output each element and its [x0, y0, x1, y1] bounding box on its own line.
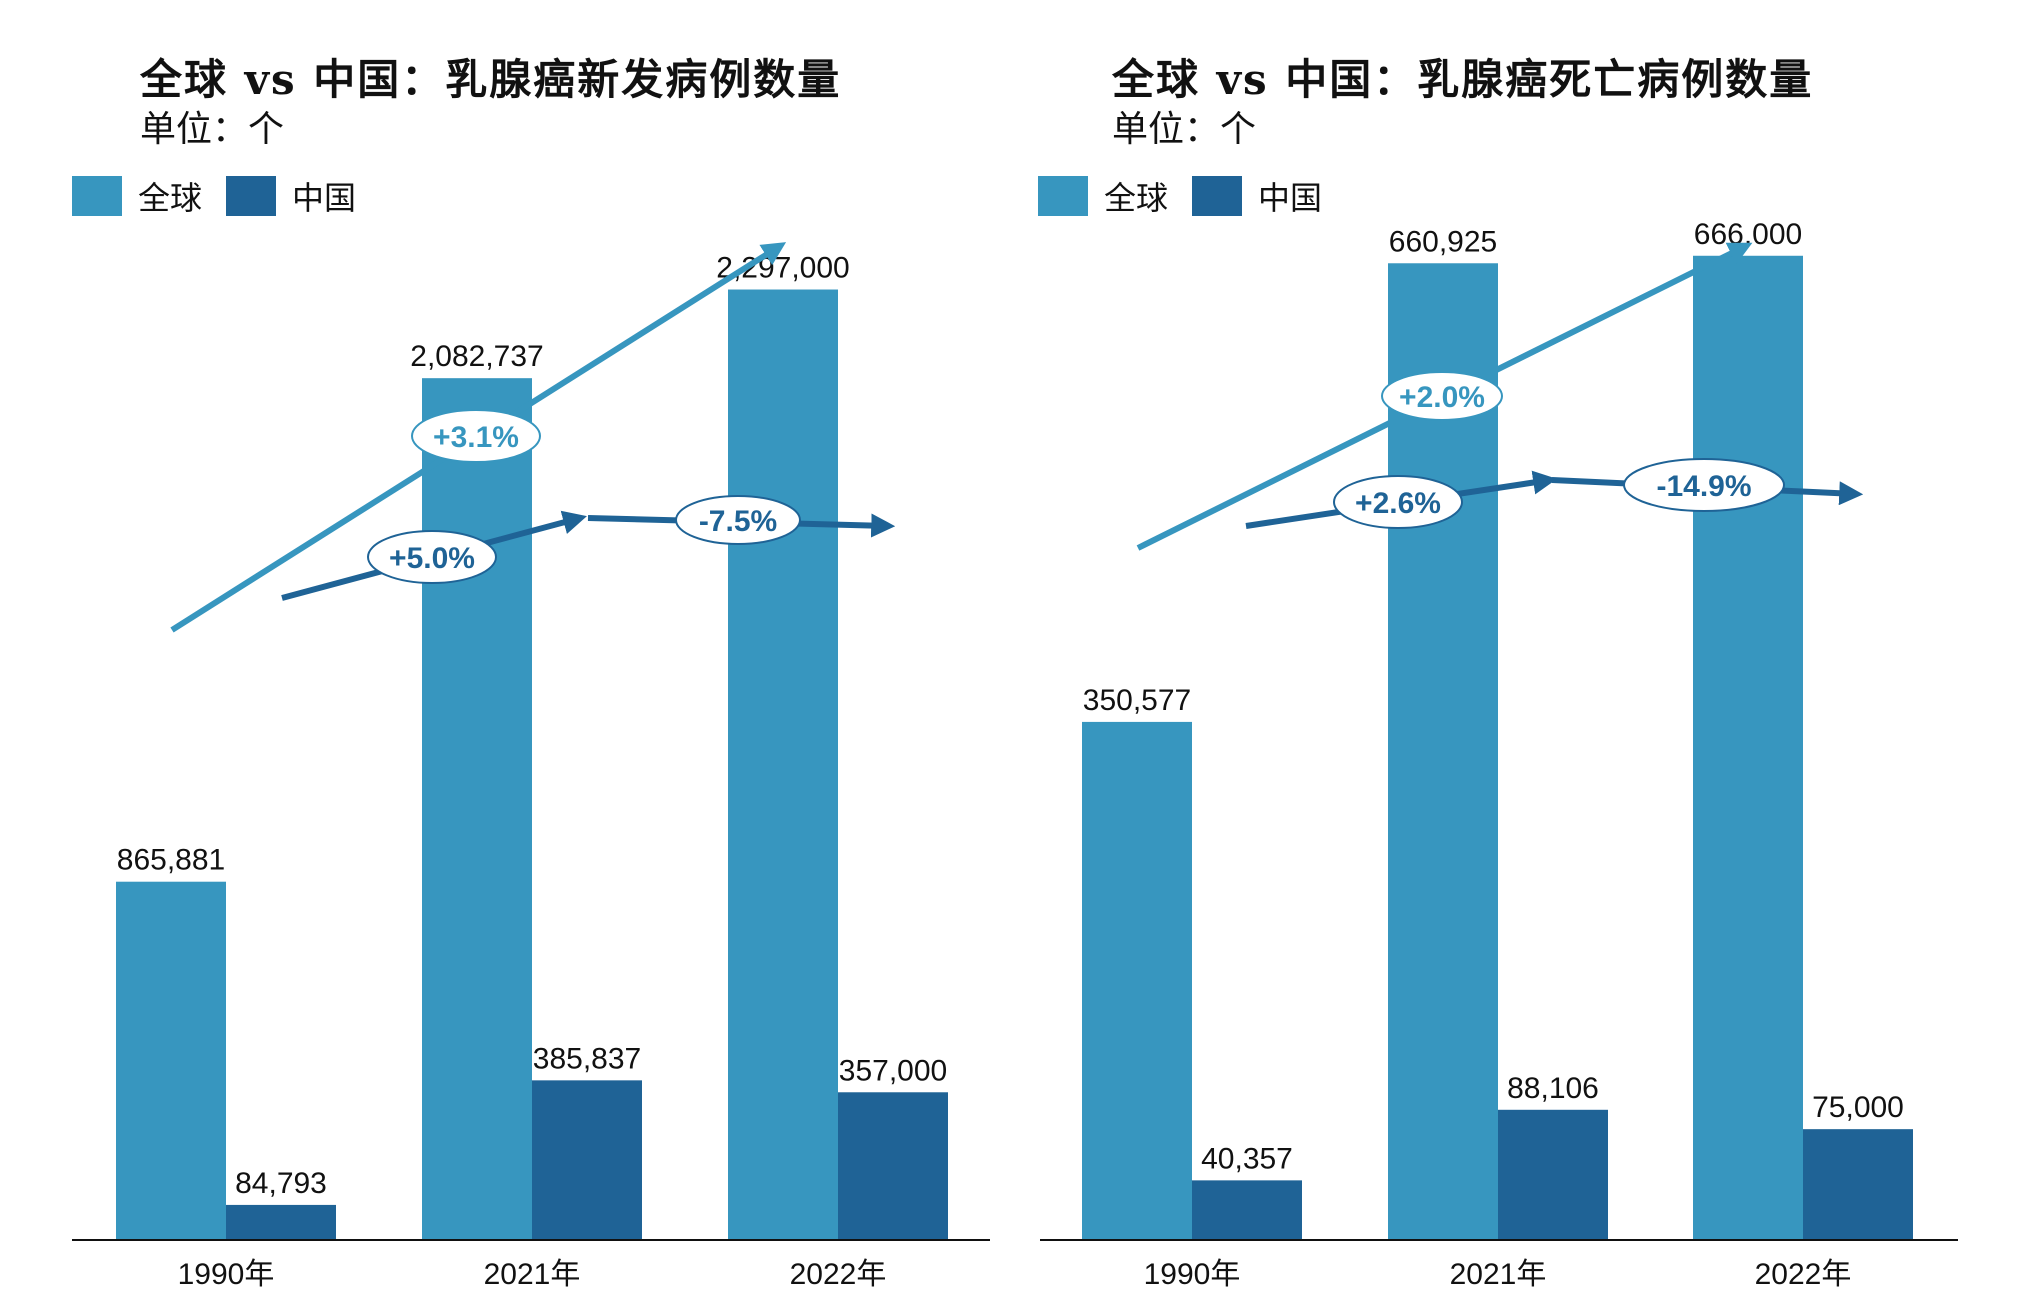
growth-badge-2 [1623, 458, 1785, 512]
bar-china-0 [226, 1204, 336, 1240]
data-label-global-1: 2,082,737 [410, 340, 543, 373]
bar-global-2 [728, 289, 838, 1241]
chart-title: 全球 vs 中国：乳腺癌新发病例数量 [140, 55, 842, 104]
growth-label-2: -7.5% [699, 505, 777, 538]
data-label-global-2: 2,297,000 [716, 252, 849, 285]
bar-china-2 [838, 1092, 948, 1240]
legend-item-china: 中国 [1192, 173, 1322, 219]
x-tick-label-1: 2021年 [484, 1258, 581, 1291]
x-tick-label-1: 2021年 [1450, 1258, 1547, 1291]
bar-chart-incidence: 865,881 84,793 1990年 2,082,737 385,837 2021年 2… [72, 242, 990, 1291]
growth-label-1: +5.0% [389, 542, 475, 575]
bar-global-0 [116, 881, 226, 1240]
chart-panel-incidence: 全球 vs 中国：乳腺癌新发病例数量 单位：个 全球 中国 865,881 84,… [0, 0, 1010, 1312]
data-label-global-2: 666,000 [1694, 218, 1802, 251]
data-label-china-1: 385,837 [533, 1042, 641, 1075]
unit-label: 单位：个 [1112, 109, 1257, 150]
x-tick-label-2: 2022年 [790, 1258, 887, 1291]
legend-item-global: 全球 [72, 173, 202, 219]
bar-china-0 [1192, 1180, 1302, 1240]
bar-global-2 [1693, 255, 1803, 1240]
x-tick-label-0: 1990年 [1144, 1258, 1241, 1291]
data-label-china-1: 88,106 [1507, 1072, 1599, 1105]
data-label-global-1: 660,925 [1389, 225, 1497, 258]
legend: 全球 中国 [1038, 173, 1346, 219]
chart-panel-mortality: 全球 vs 中国：乳腺癌死亡病例数量 单位：个 全球 中国 350,577 40,… [1010, 0, 2028, 1312]
growth-badge-0 [411, 409, 541, 463]
growth-badge-1 [367, 530, 497, 584]
bar-global-1 [1388, 263, 1498, 1240]
data-label-global-0: 865,881 [117, 844, 225, 877]
x-tick-label-0: 1990年 [178, 1258, 275, 1291]
bar-china-1 [532, 1080, 642, 1240]
data-label-china-2: 357,000 [839, 1054, 947, 1087]
unit-label: 单位：个 [140, 109, 285, 150]
growth-badge-0 [1381, 371, 1503, 421]
data-label-global-0: 350,577 [1083, 684, 1191, 717]
bar-global-1 [422, 378, 532, 1240]
growth-label-0: +2.0% [1399, 381, 1485, 414]
growth-label-1: +2.6% [1355, 487, 1441, 520]
legend-label-global: 全球 [1104, 179, 1169, 217]
data-label-china-0: 84,793 [235, 1167, 327, 1200]
growth-badge-1 [1333, 475, 1463, 529]
bar-china-1 [1498, 1109, 1608, 1240]
legend-swatch-global [72, 176, 122, 216]
bar-china-2 [1803, 1129, 1913, 1240]
legend-label-china: 中国 [292, 179, 357, 217]
legend-label-china: 中国 [1258, 179, 1323, 217]
chart-title: 全球 vs 中国：乳腺癌死亡病例数量 [1112, 55, 1814, 104]
growth-label-0: +3.1% [433, 421, 519, 454]
bar-chart-mortality: 350,577 40,357 1990年 660,925 88,106 2021年 666,… [1040, 218, 1958, 1291]
x-tick-label-2: 2022年 [1755, 1258, 1852, 1291]
legend-swatch-china [1192, 176, 1243, 216]
legend-swatch-global [1038, 176, 1088, 216]
legend-item-china: 中国 [226, 173, 356, 219]
bar-global-0 [1082, 721, 1192, 1240]
legend-label-global: 全球 [138, 179, 203, 217]
growth-badge-2 [675, 495, 801, 545]
data-label-china-2: 75,000 [1812, 1091, 1904, 1124]
legend: 全球 中国 [72, 173, 380, 219]
growth-label-2: -14.9% [1656, 470, 1751, 503]
legend-item-global: 全球 [1038, 173, 1168, 219]
legend-swatch-china [226, 176, 277, 216]
data-label-china-0: 40,357 [1201, 1142, 1293, 1175]
